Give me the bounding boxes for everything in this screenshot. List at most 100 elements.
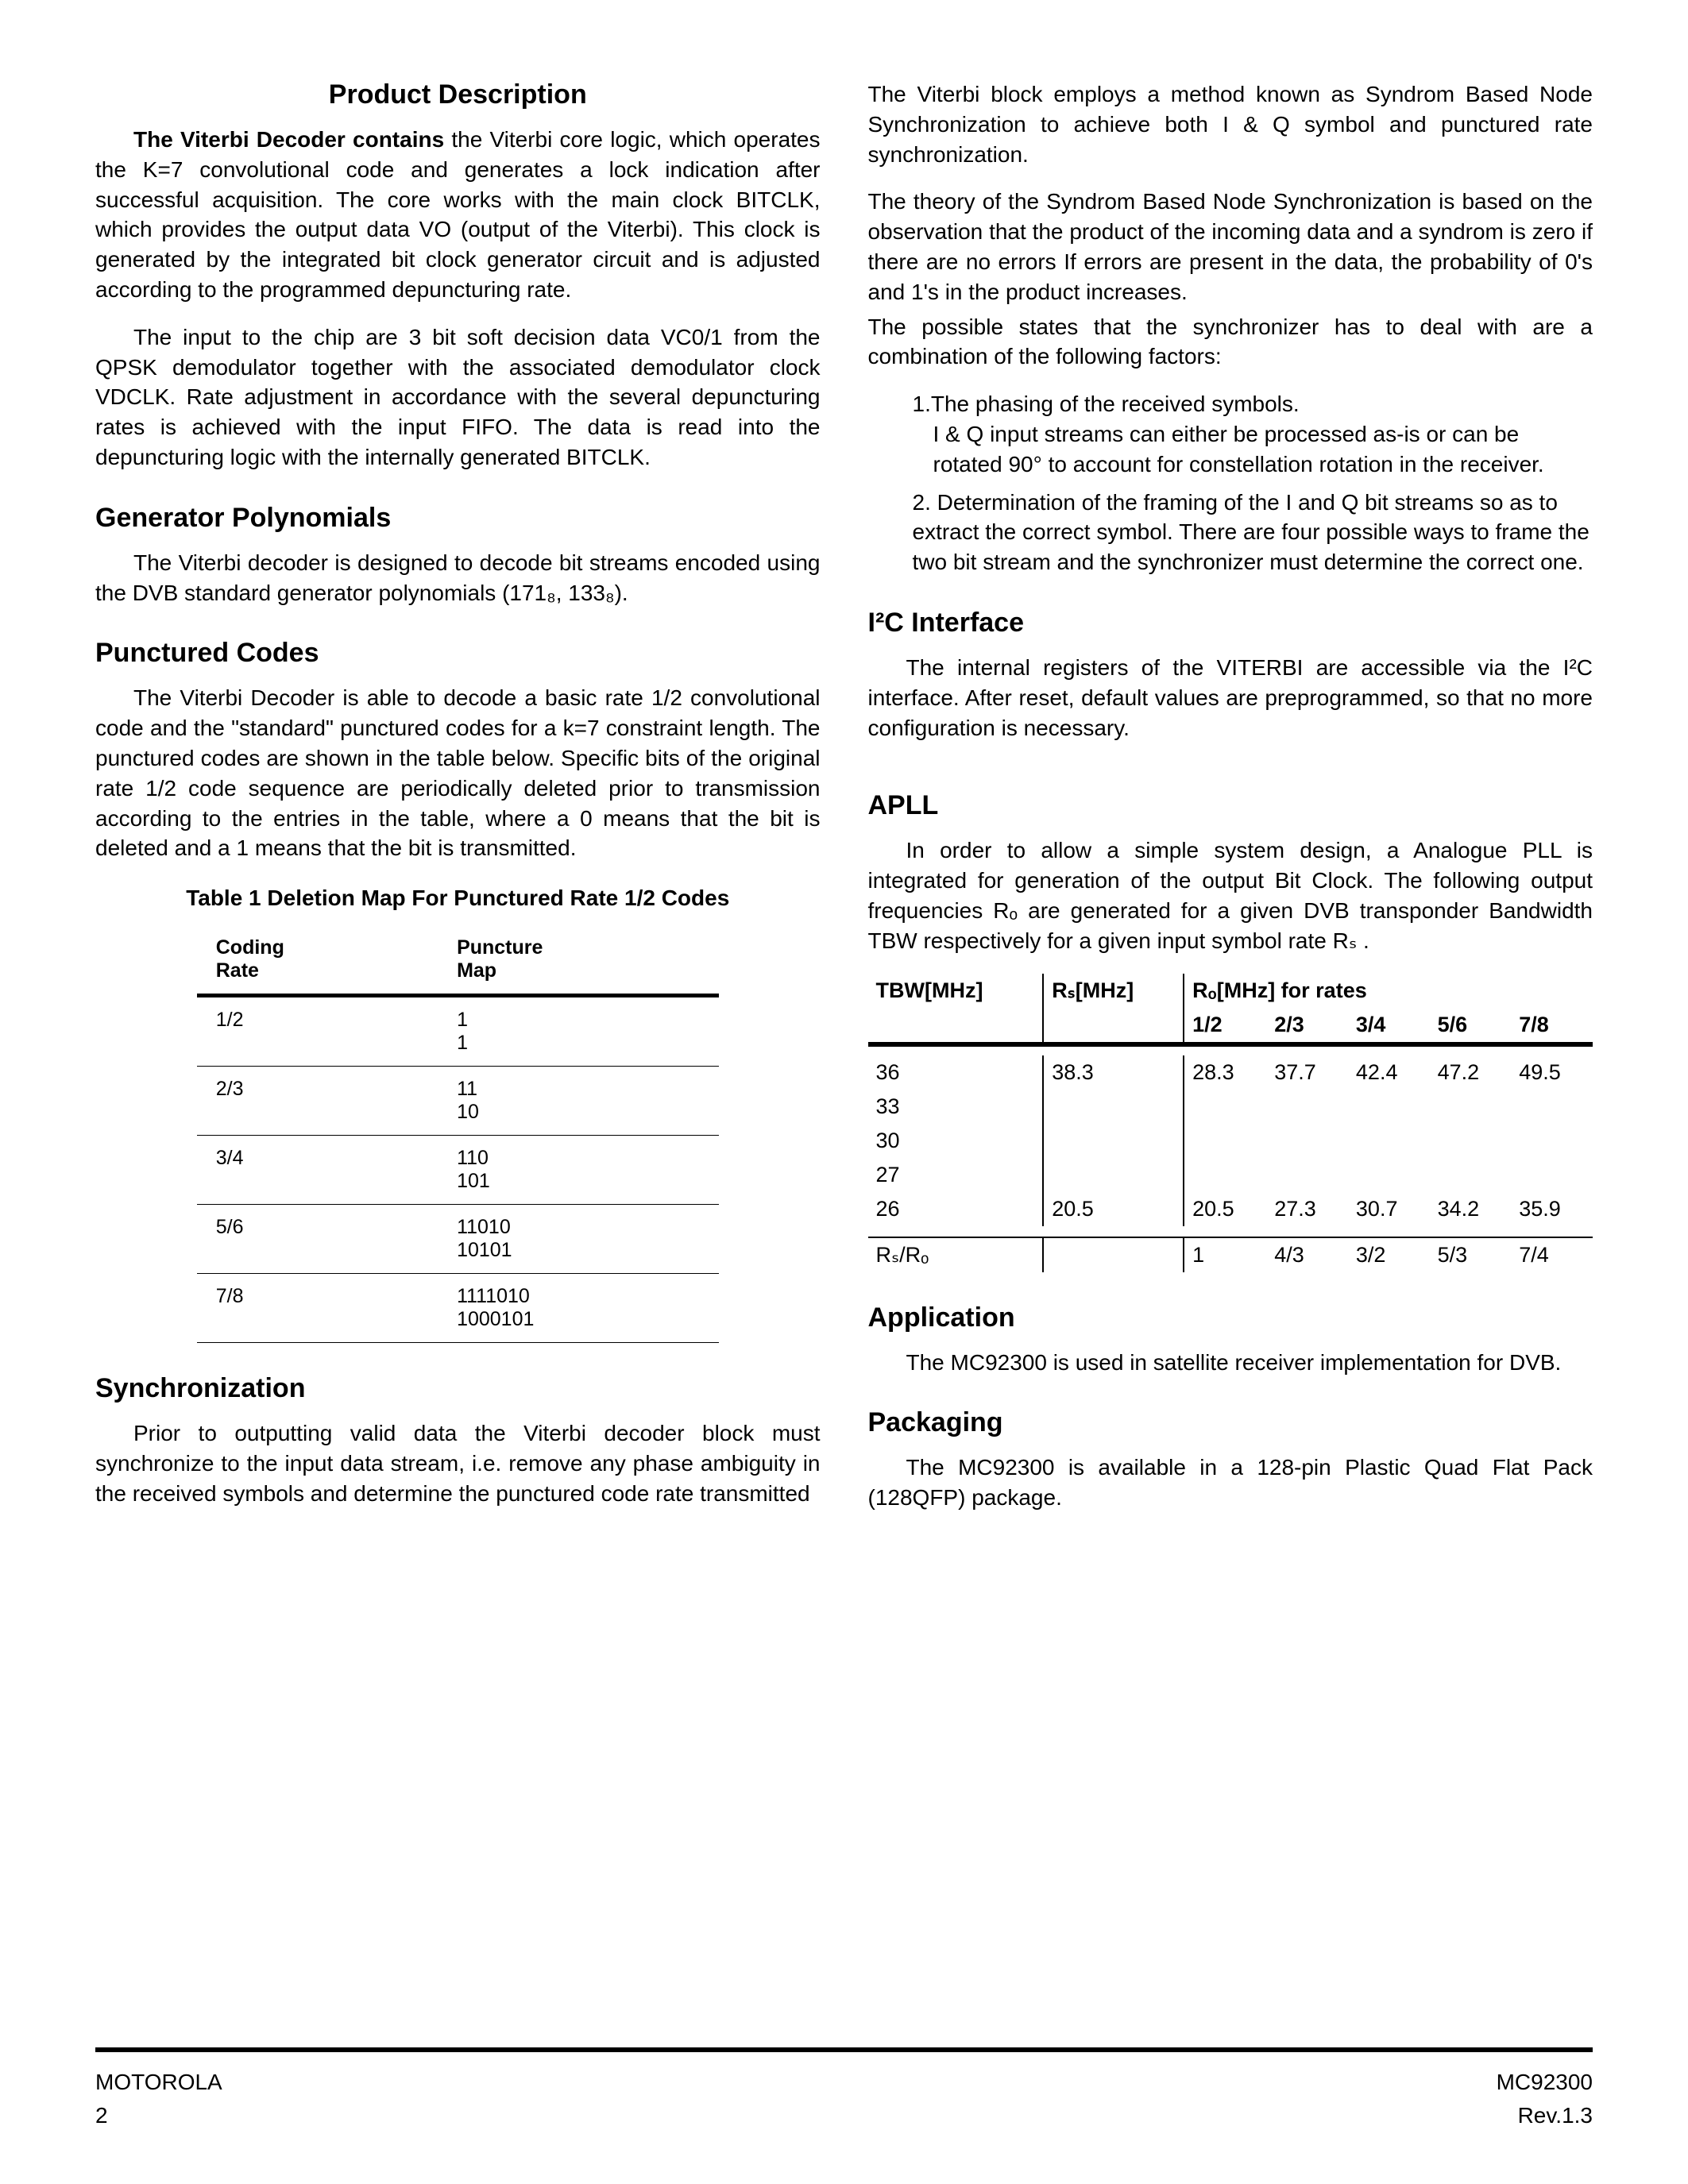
para-generator-polynomials: The Viterbi decoder is designed to decod… [95,548,821,608]
table-row: 27 [868,1158,1593,1192]
table-cell: 1 [1184,1237,1266,1272]
table-cell: 11110101000101 [438,1274,719,1343]
heading-product-description: Product Description [95,79,821,110]
table-cell: 49.5 [1511,1055,1593,1090]
table-cell: 47.2 [1430,1055,1512,1090]
table-cell: 42.4 [1348,1055,1430,1090]
table-cell: 1/2 [197,996,438,1067]
table2-col-ro-rates: Rₒ[MHz] for rates [1184,974,1593,1008]
table-cell: 4/3 [1266,1237,1348,1272]
heading-packaging: Packaging [868,1407,1593,1438]
table-row: 5/61101010101 [197,1205,719,1274]
heading-apll: APLL [868,790,1593,821]
table-cell [1511,1124,1593,1158]
table-cell [1184,1124,1266,1158]
table-cell: 7/4 [1511,1237,1593,1272]
right-column: The Viterbi block employs a method known… [868,79,1593,1530]
table1-col-coding-rate: CodingRate [197,925,438,996]
table-cell: 11 [438,996,719,1067]
table-cell [1348,1124,1430,1158]
table-cell [1266,1090,1348,1124]
table-cell [1430,1090,1512,1124]
table-cell [1348,1158,1430,1192]
table-cell: 30 [868,1124,1044,1158]
para-packaging: The MC92300 is available in a 128-pin Pl… [868,1453,1593,1513]
table-cell: 27 [868,1158,1044,1192]
table-cell [1184,1158,1266,1192]
para-product-description-1: The Viterbi Decoder contains the Viterbi… [95,125,821,305]
table-row: 7/811110101000101 [197,1274,719,1343]
table-cell [1430,1124,1512,1158]
para-apll: In order to allow a simple system design… [868,835,1593,955]
table-cell [1266,1158,1348,1192]
table-cell: 27.3 [1266,1192,1348,1226]
table-cell [1043,1158,1184,1192]
table-cell: Rₛ/Rₒ [868,1237,1044,1272]
para-i2c: The internal registers of the VITERBI ar… [868,653,1593,743]
table-row: 2620.520.527.330.734.235.9 [868,1192,1593,1226]
table-cell: 5/3 [1430,1237,1512,1272]
table-cell [1266,1124,1348,1158]
footer-revision: Rev.1.3 [1497,2103,1593,2128]
para-product-description-2: The input to the chip are 3 bit soft dec… [95,322,821,473]
table-cell: 34.2 [1430,1192,1512,1226]
table-cell: 38.3 [1043,1055,1184,1090]
table1-col-puncture-map: PunctureMap [438,925,719,996]
table-cell: 3/4 [197,1136,438,1205]
table2-header-row-1: TBW[MHz] Rₛ[MHz] Rₒ[MHz] for rates [868,974,1593,1008]
para-sync-2: The Viterbi block employs a method known… [868,79,1593,169]
table1-caption: Table 1 Deletion Map For Punctured Rate … [95,886,821,911]
table-row: 2/31110 [197,1067,719,1136]
footer-right: MC92300 Rev.1.3 [1497,2070,1593,2128]
para-sync-3: The theory of the Syndrom Based Node Syn… [868,187,1593,307]
para-synchronization-1: Prior to outputting valid data the Viter… [95,1418,821,1508]
table-cell: 20.5 [1184,1192,1266,1226]
para-punctured-codes: The Viterbi Decoder is able to decode a … [95,683,821,863]
heading-punctured-codes: Punctured Codes [95,638,821,669]
table-row: Rₛ/Rₒ14/33/25/37/4 [868,1237,1593,1272]
table2-rate-56: 5/6 [1430,1008,1512,1044]
list-item: 2. Determination of the framing of the I… [913,488,1593,577]
table-cell [1348,1090,1430,1124]
table1-header-row: CodingRate PunctureMap [197,925,719,996]
table-row: 3638.328.337.742.447.249.5 [868,1055,1593,1090]
table-cell: 36 [868,1055,1044,1090]
table-cell: 35.9 [1511,1192,1593,1226]
table-cell: 37.7 [1266,1055,1348,1090]
heading-application: Application [868,1302,1593,1333]
page-footer: MOTOROLA 2 MC92300 Rev.1.3 [95,2047,1593,2128]
para-product-description-1-rest: the Viterbi core logic, which operates t… [95,127,821,302]
table2-rate-23: 2/3 [1266,1008,1348,1044]
table2-col-tbw: TBW[MHz] [868,974,1044,1044]
table-cell: 2/3 [197,1067,438,1136]
table-cell [1511,1090,1593,1124]
table-row: 30 [868,1124,1593,1158]
table-cell: 1110 [438,1067,719,1136]
footer-left: MOTOROLA 2 [95,2070,222,2128]
table-cell: 7/8 [197,1274,438,1343]
table-cell: 30.7 [1348,1192,1430,1226]
table2-col-rs: Rₛ[MHz] [1043,974,1184,1044]
table-cell [1043,1124,1184,1158]
table-cell [1043,1090,1184,1124]
footer-page-number: 2 [95,2103,222,2128]
left-column: Product Description The Viterbi Decoder … [95,79,821,1530]
table-cell: 26 [868,1192,1044,1226]
para-sync-4: The possible states that the synchronize… [868,312,1593,372]
table-row: 3/4110101 [197,1136,719,1205]
table2-rate-78: 7/8 [1511,1008,1593,1044]
table-cell: 1101010101 [438,1205,719,1274]
table-deletion-map: CodingRate PunctureMap 1/2112/311103/411… [197,925,719,1343]
table-cell: 110101 [438,1136,719,1205]
table-apll-frequencies: TBW[MHz] Rₛ[MHz] Rₒ[MHz] for rates 1/2 2… [868,974,1593,1272]
bold-lead: The Viterbi Decoder contains [133,127,444,152]
table-row: 1/211 [197,996,719,1067]
footer-part-number: MC92300 [1497,2070,1593,2095]
table-cell [1430,1158,1512,1192]
table-cell: 33 [868,1090,1044,1124]
table-cell [1184,1090,1266,1124]
table-row: 33 [868,1090,1593,1124]
para-application: The MC92300 is used in satellite receive… [868,1348,1593,1378]
footer-company: MOTOROLA [95,2070,222,2095]
heading-synchronization: Synchronization [95,1373,821,1404]
